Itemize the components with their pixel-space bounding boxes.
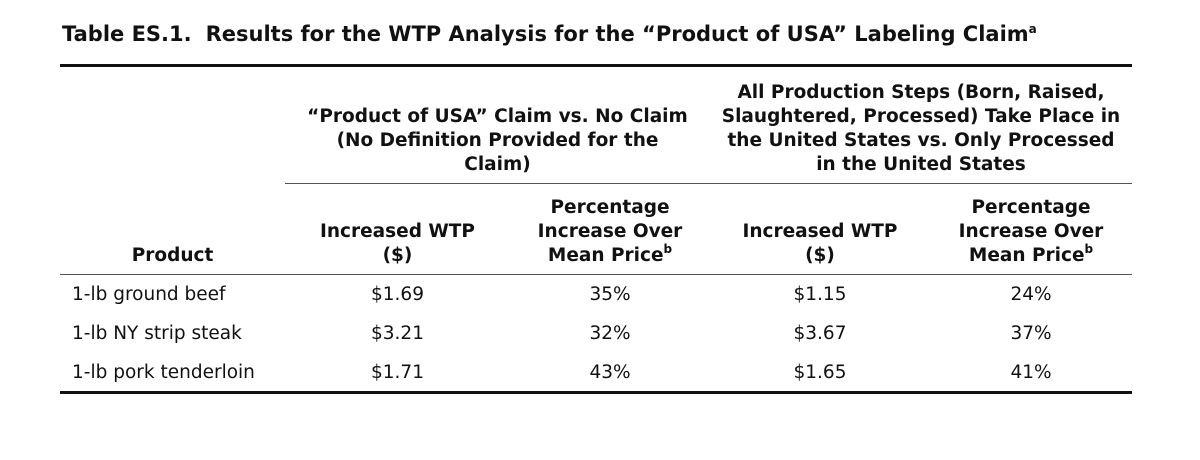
cell-value: $3.21 — [371, 323, 424, 344]
column-header: Increased WTP ($) — [710, 183, 930, 275]
table-cell: 35% — [510, 275, 710, 315]
caption-text: Results for the WTP Analysis for the “Pr… — [205, 22, 1029, 46]
table-cell: 1-lb ground beef — [60, 275, 285, 315]
table-cell: 32% — [510, 314, 710, 353]
table-cell: $1.15 — [710, 275, 930, 315]
column-note: b — [1084, 242, 1094, 256]
product-name: 1-lb pork tenderloin — [72, 362, 255, 383]
table-cell: $1.71 — [285, 353, 510, 393]
table-cell: 41% — [930, 353, 1132, 393]
table-row: 1-lb NY strip steak $3.21 32% $3.67 37% — [60, 314, 1132, 353]
table-cell: 1-lb pork tenderloin — [60, 353, 285, 393]
column-header-text: Increased WTP ($) — [319, 221, 475, 266]
group-header-text: All Production Steps (Born, Raised, Slau… — [721, 82, 1121, 175]
cell-value: 37% — [1010, 323, 1052, 344]
group-header: All Production Steps (Born, Raised, Slau… — [710, 65, 1132, 184]
column-header-text: Percentage Increase Over Mean Priceb — [537, 197, 683, 266]
column-header-text: Percentage Increase Over Mean Priceb — [958, 197, 1104, 266]
column-header: Product — [60, 65, 285, 275]
table-caption: Table ES.1. Results for the WTP Analysis … — [62, 22, 1037, 46]
column-header-text: Product — [131, 245, 214, 266]
table-cell: $1.69 — [285, 275, 510, 315]
product-name: 1-lb NY strip steak — [72, 323, 242, 344]
table-body: 1-lb ground beef $1.69 35% $1.15 24% 1-lb NY … — [60, 275, 1132, 393]
table-cell: $3.67 — [710, 314, 930, 353]
cell-value: $1.65 — [793, 362, 847, 383]
column-note: b — [663, 242, 673, 256]
cell-value: $1.15 — [793, 284, 847, 305]
cell-value: 35% — [589, 284, 631, 305]
table-cell: 43% — [510, 353, 710, 393]
table-cell: 24% — [930, 275, 1132, 315]
table-cell: 1-lb NY strip steak — [60, 314, 285, 353]
group-header: “Product of USA” Claim vs. No Claim (No … — [285, 65, 710, 184]
column-header: Percentage Increase Over Mean Priceb — [930, 183, 1132, 275]
cell-value: $3.67 — [793, 323, 847, 344]
caption-note: a — [1028, 22, 1037, 36]
caption-label: Table ES.1. — [62, 22, 192, 46]
cell-value: 41% — [1010, 362, 1052, 383]
column-header: Percentage Increase Over Mean Priceb — [510, 183, 710, 275]
table-cell: $3.21 — [285, 314, 510, 353]
product-name: 1-lb ground beef — [72, 284, 226, 305]
column-header-row: Increased WTP ($) Percentage Increase Ove… — [60, 183, 1132, 275]
cell-value: 43% — [589, 362, 631, 383]
cell-value: $1.69 — [371, 284, 424, 305]
table-cell: 37% — [930, 314, 1132, 353]
cell-value: 32% — [589, 323, 631, 344]
table-cell: $1.65 — [710, 353, 930, 393]
column-header-text: Increased WTP ($) — [742, 221, 898, 266]
table-row: 1-lb pork tenderloin $1.71 43% $1.65 41% — [60, 353, 1132, 393]
column-header: Increased WTP ($) — [285, 183, 510, 275]
results-table: Product “Product of USA” Claim vs. No Cl… — [60, 64, 1132, 394]
cell-value: $1.71 — [371, 362, 424, 383]
table-row: 1-lb ground beef $1.69 35% $1.15 24% — [60, 275, 1132, 315]
group-header-text: “Product of USA” Claim vs. No Claim (No … — [307, 106, 688, 175]
cell-value: 24% — [1010, 284, 1052, 305]
